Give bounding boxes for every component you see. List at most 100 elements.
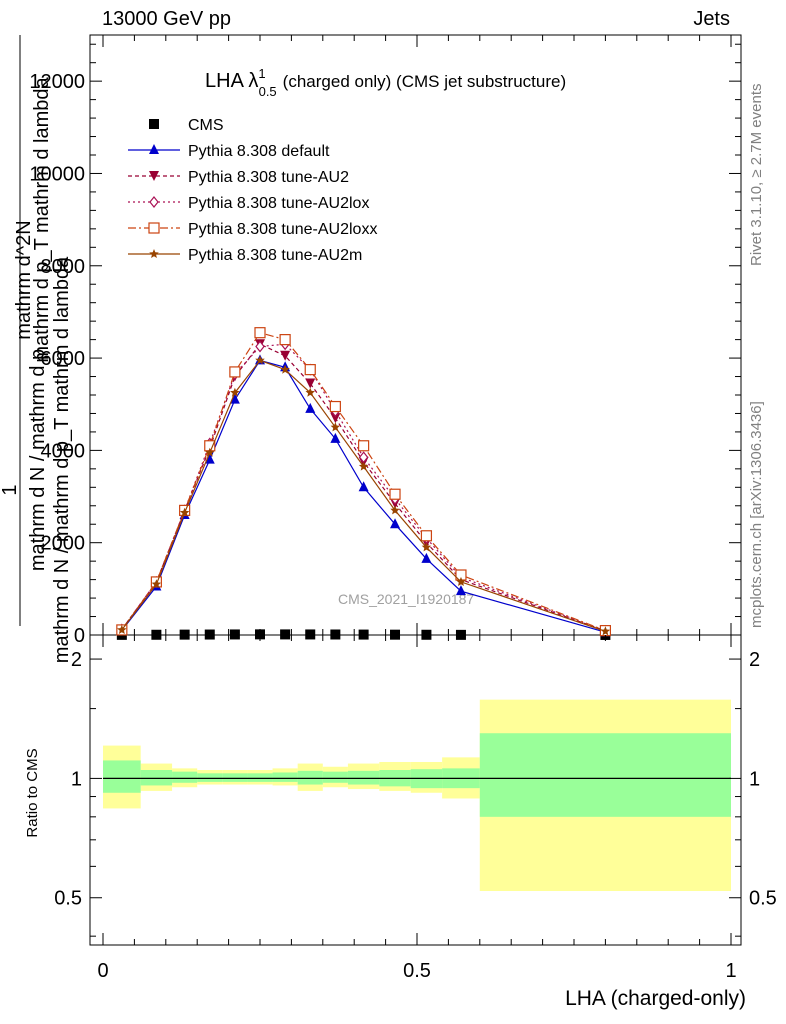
y-label-top-line-2: mathrm d p_T mathrm d lambda: [31, 76, 53, 362]
series-point: [305, 402, 316, 413]
ratio-y-tick-label-right: 2: [749, 649, 760, 671]
cms-data-point: [305, 629, 316, 640]
main-y-tick-label: 8000: [41, 256, 86, 278]
series-point: [421, 542, 432, 552]
series-line: [121, 332, 606, 632]
series-point: [230, 387, 240, 397]
series-point: [204, 453, 215, 464]
series-point: [304, 364, 316, 376]
legend-item: Pythia 8.308 tune-AU2loxx: [128, 221, 377, 238]
stat-uncertainty-band: [103, 760, 141, 793]
stat-uncertainty-band: [297, 770, 323, 785]
series-point: [358, 440, 370, 452]
series-point: [229, 393, 240, 404]
legend-marker: [149, 196, 159, 208]
legend-label: Pythia 8.308 tune-AU2lox: [188, 195, 369, 212]
legend-label: Pythia 8.308 default: [188, 143, 330, 160]
legend-marker: [149, 119, 159, 129]
series-point: [358, 481, 369, 492]
ratio-y-axis-label: Ratio to CMS: [24, 748, 41, 837]
series-point: [255, 355, 265, 365]
stat-uncertainty-band: [322, 771, 348, 783]
main-y-tick-label: 4000: [41, 440, 86, 462]
y-label-numerator: 1: [0, 484, 21, 495]
series-point: [255, 340, 265, 353]
x-tick-label: 0: [97, 960, 108, 982]
legend-item: Pythia 8.308 tune-AU2m: [128, 247, 362, 264]
main-axis-ticks: 0 2000 4000 6000 8000 10000 12000: [29, 35, 741, 647]
series-point: [330, 422, 341, 432]
legend-item: Pythia 8.308 default: [128, 143, 330, 160]
ratio-y-tick-label: 2: [71, 649, 82, 671]
chart-title-subscript: 0.5: [259, 84, 277, 99]
chart-title: LHA λ1 0.5 (charged only) (CMS jet substru…: [205, 66, 566, 99]
ratio-bands: [103, 699, 731, 891]
main-y-tick-label: 2000: [41, 533, 86, 555]
chart-title-main: LHA λ: [205, 70, 258, 92]
series-point: [330, 413, 341, 424]
series-point: [455, 585, 466, 596]
series-point: [421, 552, 432, 563]
ratio-y-tick-label: 0.5: [54, 888, 82, 910]
cms-data-point: [204, 629, 215, 640]
y-label-top-line-1: mathrm d^2N: [13, 220, 35, 339]
legend-marker: [149, 171, 159, 181]
legend-marker: [148, 222, 160, 234]
cms-data-point: [455, 629, 466, 640]
legend-item: CMS: [149, 117, 224, 134]
ratio-axis-ticks: 0.5 0.5 1 1 2 2 0 0.5 1: [54, 635, 777, 982]
main-y-axis-label-denominator: 1: [0, 484, 21, 495]
x-tick-label: 0.5: [403, 960, 431, 982]
series-point: [117, 624, 127, 634]
series-point: [254, 327, 266, 339]
legend-marker: [149, 249, 159, 258]
series-5: [117, 355, 611, 636]
stat-uncertainty-band: [140, 770, 173, 786]
cms-data-point: [280, 629, 291, 640]
series-point: [280, 364, 290, 374]
series-line: [121, 359, 606, 632]
stat-uncertainty-band: [347, 770, 380, 785]
series-point: [456, 576, 466, 586]
series-point: [390, 518, 401, 529]
cms-data-point: [229, 629, 240, 640]
stat-uncertainty-band: [247, 773, 273, 782]
series-point: [600, 626, 611, 636]
legend-label: CMS: [188, 117, 224, 134]
main-y-tick-label: 6000: [41, 348, 86, 370]
cms-data-point: [179, 629, 190, 640]
cms-data-point: [330, 629, 341, 640]
analysis-watermark: CMS_2021_I1920187: [338, 591, 474, 607]
stat-uncertainty-band: [222, 773, 248, 782]
stat-uncertainty-band: [479, 733, 731, 817]
ratio-y-tick-label: 1: [71, 768, 82, 790]
legend-marker: [149, 144, 159, 154]
legend-item: Pythia 8.308 tune-AU2: [128, 169, 349, 186]
main-y-tick-label: 0: [74, 625, 85, 647]
cms-data-point: [151, 629, 162, 640]
series-point: [389, 488, 401, 500]
stat-uncertainty-band: [172, 771, 198, 783]
y-label-denominator-line-1: mathrm d N / mathrm d p: [27, 349, 49, 571]
main-y-axis-label: mathrm d^2N mathrm d p_T mathrm d lambda: [13, 76, 53, 362]
cms-data-point: [255, 629, 265, 640]
series-point: [305, 387, 315, 397]
series-point: [358, 461, 369, 471]
cms-data-point: [421, 629, 432, 640]
chart-title-suffix: (charged only) (CMS jet substructure): [283, 72, 566, 91]
legend-label: Pythia 8.308 tune-AU2m: [188, 247, 362, 264]
legend-label: Pythia 8.308 tune-AU2loxx: [188, 221, 377, 238]
series-point: [229, 366, 241, 378]
series-point: [330, 432, 341, 443]
main-series-group: [116, 327, 612, 640]
x-tick-label: 1: [725, 960, 736, 982]
cms-data-point: [358, 629, 369, 640]
y-label-denominator-line-2: mathrm d N / mathrm d p_T mathrm d lambd…: [51, 256, 73, 663]
series-point: [205, 447, 215, 457]
series-point: [305, 378, 316, 389]
series-point: [279, 334, 291, 346]
series-point: [329, 400, 341, 413]
series-point: [420, 530, 433, 542]
main-y-tick-label: 12000: [29, 71, 85, 93]
